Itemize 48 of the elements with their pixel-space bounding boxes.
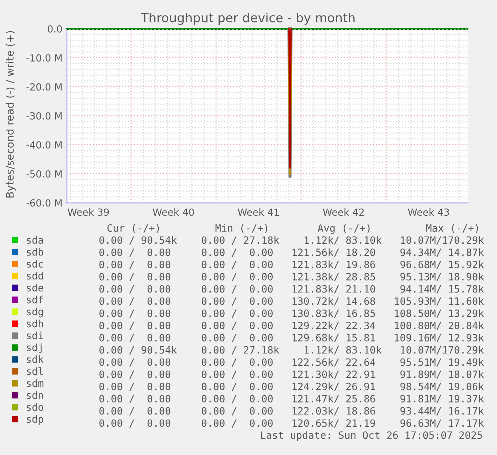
text: 0.00 / 0.00 0.00 / 0.00 120.65k/ 21.19 96.63M/ 17.17k — [100, 419, 484, 428]
legend-label: sdp — [27, 415, 44, 425]
y-tick-label: -40.0 M — [26, 141, 62, 149]
text: 0.00 / 0.00 0.00 / 0.00 121.56k/ 18.20 94.34M/ 14.87k — [100, 248, 484, 258]
x-tick-label: Week 40 — [153, 208, 194, 216]
text: 0.00 / 0.00 0.00 / 0.00 121.47k/ 25.86 91.81M/ 19.37k — [100, 394, 484, 404]
y-tick-label: -60.0 M — [26, 199, 62, 207]
legend-label: sdf — [27, 296, 44, 304]
text: Cur (-/+) Min (-/+) Avg (-/+) Max (-/+) — [108, 224, 478, 234]
text: 0.00 / 90.54k 0.00 / 27.18k 1.12k/ 83.10k 10.07M/170.29k — [100, 236, 484, 245]
x-tick-label: Week 39 — [68, 208, 110, 216]
y-tick-label: -50.0 M — [26, 170, 62, 178]
legend-label: sdg — [27, 308, 44, 318]
text: Last update: Sun Oct 26 17:05:07 2025 — [261, 431, 482, 442]
legend-label: sda — [27, 236, 44, 244]
y-tick-label: -30.0 M — [26, 112, 62, 120]
text: 0.00 / 90.54k 0.00 / 27.18k 1.12k/ 83.10k 10.07M/170.29k — [100, 346, 484, 355]
text: 0.00 / 0.00 0.00 / 0.00 124.29k/ 26.91 98.54M/ 19.06k — [100, 382, 484, 392]
legend-label: sdb — [27, 248, 44, 256]
text: 0.00 / 0.00 0.00 / 0.00 129.22k/ 22.34 100.80M/ 20.84k — [100, 322, 484, 330]
text: 0.00 / 0.00 0.00 / 0.00 122.56k/ 22.64 95.51M/ 19.49k — [100, 358, 484, 367]
text: 0.00 / 0.00 0.00 / 0.00 129.68k/ 15.81 109.16M/ 12.93k — [100, 334, 484, 343]
text: 0.00 / 0.00 0.00 / 0.00 130.72k/ 14.68 105.93M/ 11.60k — [100, 297, 484, 306]
text: 0.00 / 0.00 0.00 / 0.00 122.03k/ 18.86 93.44M/ 16.17k — [100, 407, 484, 416]
text: 0.00 / 0.00 0.00 / 0.00 121.83k/ 21.10 94.14M/ 15.78k — [100, 285, 484, 294]
text: 0.00 / 0.00 0.00 / 0.00 121.83k/ 19.86 96.68M/ 15.92k — [100, 260, 484, 270]
legend-label: sdj — [27, 344, 42, 354]
legend-label: sdh — [27, 320, 44, 328]
x-tick-label: Week 42 — [323, 208, 364, 216]
chart-title: Throughput per device - by month — [141, 12, 355, 26]
legend-label: sde — [27, 284, 44, 292]
y-tick-label: -20.0 M — [26, 83, 62, 91]
legend-label: sdd — [27, 272, 44, 280]
y-tick-label: 0.0 — [48, 25, 62, 33]
x-tick-label: Week 41 — [238, 208, 279, 216]
legend-label: sdc — [27, 260, 44, 268]
text: 0.00 / 0.00 0.00 / 0.00 130.83k/ 16.85 108.50M/ 13.29k — [100, 310, 484, 318]
text: 0.00 / 0.00 0.00 / 0.00 121.30k/ 22.91 91.89M/ 18.07k — [100, 370, 484, 380]
legend-label: sdm — [27, 379, 44, 388]
text: 0.00 / 0.00 0.00 / 0.00 121.38k/ 28.85 95.13M/ 18.90k — [100, 272, 484, 282]
legend-label: sdl — [27, 368, 44, 376]
y-axis-title: Bytes/second read (-) / write (+) — [6, 31, 16, 198]
x-tick-label: Week 43 — [408, 208, 450, 216]
legend-label: sdi — [27, 332, 44, 340]
y-tick-label: -10.0 M — [26, 54, 62, 62]
legend-label: sdo — [27, 403, 44, 412]
legend-label: sdk — [27, 356, 44, 364]
legend-label: sdn — [27, 391, 44, 400]
